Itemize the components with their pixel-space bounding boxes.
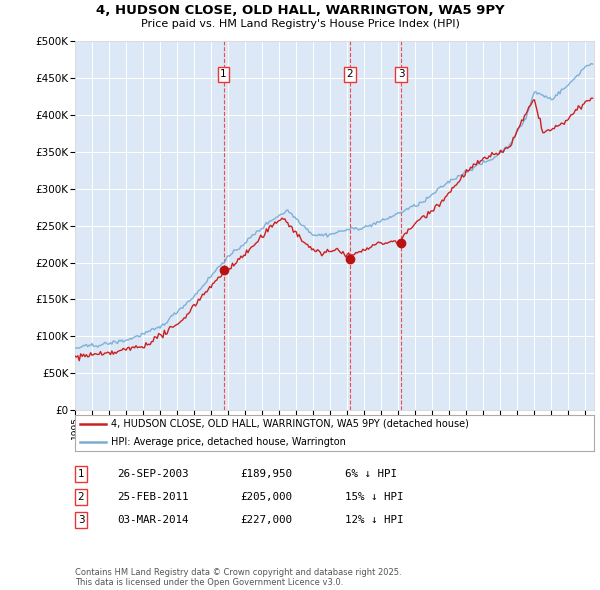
Text: 12% ↓ HPI: 12% ↓ HPI: [345, 516, 404, 525]
Text: 4, HUDSON CLOSE, OLD HALL, WARRINGTON, WA5 9PY (detached house): 4, HUDSON CLOSE, OLD HALL, WARRINGTON, W…: [112, 419, 469, 429]
Text: 3: 3: [77, 516, 85, 525]
Text: 25-FEB-2011: 25-FEB-2011: [117, 492, 188, 502]
Text: 15% ↓ HPI: 15% ↓ HPI: [345, 492, 404, 502]
Text: 03-MAR-2014: 03-MAR-2014: [117, 516, 188, 525]
Text: 4, HUDSON CLOSE, OLD HALL, WARRINGTON, WA5 9PY: 4, HUDSON CLOSE, OLD HALL, WARRINGTON, W…: [95, 4, 505, 17]
Text: Contains HM Land Registry data © Crown copyright and database right 2025.
This d: Contains HM Land Registry data © Crown c…: [75, 568, 401, 587]
Text: 6% ↓ HPI: 6% ↓ HPI: [345, 469, 397, 478]
Text: 26-SEP-2003: 26-SEP-2003: [117, 469, 188, 478]
Text: 1: 1: [220, 70, 227, 80]
Text: 1: 1: [77, 469, 85, 478]
Text: HPI: Average price, detached house, Warrington: HPI: Average price, detached house, Warr…: [112, 437, 346, 447]
Text: Price paid vs. HM Land Registry's House Price Index (HPI): Price paid vs. HM Land Registry's House …: [140, 19, 460, 29]
Text: £205,000: £205,000: [240, 492, 292, 502]
Text: 3: 3: [398, 70, 404, 80]
Text: 2: 2: [347, 70, 353, 80]
Text: £227,000: £227,000: [240, 516, 292, 525]
Text: £189,950: £189,950: [240, 469, 292, 478]
Text: 2: 2: [77, 492, 85, 502]
